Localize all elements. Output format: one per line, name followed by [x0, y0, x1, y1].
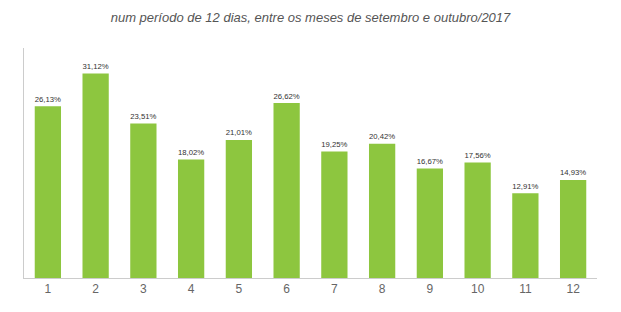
svg-text:21,01%: 21,01% — [226, 128, 252, 137]
svg-text:2: 2 — [92, 282, 99, 296]
svg-text:3: 3 — [140, 282, 147, 296]
svg-text:18,02%: 18,02% — [178, 148, 204, 157]
svg-text:12: 12 — [566, 282, 580, 296]
svg-text:23,51%: 23,51% — [130, 112, 156, 121]
svg-text:31,12%: 31,12% — [82, 62, 108, 71]
svg-text:5: 5 — [236, 282, 243, 296]
svg-text:1: 1 — [45, 282, 52, 296]
svg-text:10: 10 — [471, 282, 485, 296]
svg-text:20,42%: 20,42% — [369, 132, 395, 141]
svg-text:7: 7 — [331, 282, 338, 296]
svg-text:17,56%: 17,56% — [464, 151, 490, 160]
svg-text:8: 8 — [379, 282, 386, 296]
svg-text:12,91%: 12,91% — [512, 182, 538, 191]
svg-text:9: 9 — [427, 282, 434, 296]
svg-text:26,62%: 26,62% — [273, 92, 299, 101]
svg-text:11: 11 — [519, 282, 532, 296]
svg-text:4: 4 — [188, 282, 195, 296]
svg-text:16,67%: 16,67% — [417, 157, 443, 166]
svg-text:26,13%: 26,13% — [35, 95, 61, 104]
svg-text:num período de 12 dias, entre: num período de 12 dias, entre os meses d… — [111, 10, 511, 25]
svg-text:6: 6 — [283, 282, 290, 296]
svg-text:19,25%: 19,25% — [321, 140, 347, 149]
svg-text:14,93%: 14,93% — [560, 168, 586, 177]
